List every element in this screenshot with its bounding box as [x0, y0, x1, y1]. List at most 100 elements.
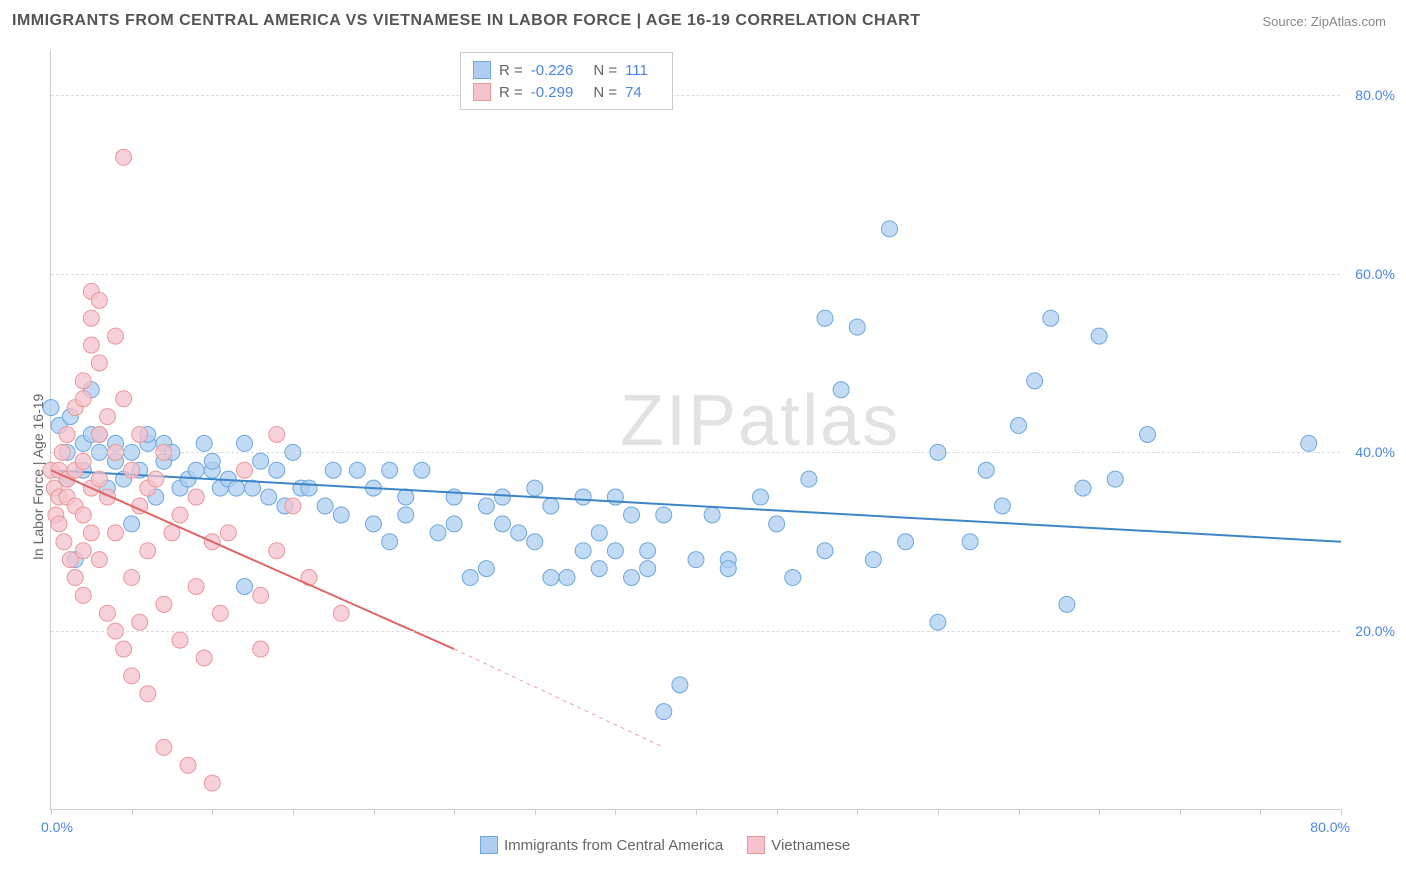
- scatter-point: [253, 453, 269, 469]
- scatter-point: [140, 543, 156, 559]
- scatter-point: [91, 355, 107, 371]
- scatter-point: [930, 614, 946, 630]
- scatter-point: [172, 507, 188, 523]
- y-tick-label: 20.0%: [1355, 623, 1395, 639]
- scatter-point: [51, 516, 67, 532]
- scatter-point: [495, 489, 511, 505]
- legend-item-2: Vietnamese: [747, 836, 850, 854]
- stats-row-series-2: R = -0.299 N = 74: [473, 81, 660, 103]
- scatter-point: [720, 561, 736, 577]
- scatter-point: [269, 462, 285, 478]
- stat-r-label: R =: [499, 62, 523, 79]
- scatter-point: [188, 462, 204, 478]
- scatter-point: [769, 516, 785, 532]
- scatter-point: [672, 677, 688, 693]
- scatter-point: [1075, 480, 1091, 496]
- scatter-point: [220, 525, 236, 541]
- x-tick: [777, 809, 778, 815]
- scatter-point: [1091, 328, 1107, 344]
- scatter-point: [398, 489, 414, 505]
- scatter-point: [172, 632, 188, 648]
- scatter-point: [527, 480, 543, 496]
- scatter-point: [511, 525, 527, 541]
- scatter-point: [366, 516, 382, 532]
- x-tick-label-right: 80.0%: [1310, 819, 1350, 835]
- x-tick: [374, 809, 375, 815]
- legend-label-2: Vietnamese: [771, 837, 850, 854]
- scatter-point: [478, 561, 494, 577]
- x-tick-label-left: 0.0%: [41, 819, 73, 835]
- y-tick-label: 60.0%: [1355, 266, 1395, 282]
- scatter-point: [59, 426, 75, 442]
- scatter-point: [124, 570, 140, 586]
- scatter-point: [132, 614, 148, 630]
- y-axis-title: In Labor Force | Age 16-19: [30, 394, 46, 560]
- scatter-point: [237, 435, 253, 451]
- scatter-point: [656, 704, 672, 720]
- scatter-point: [196, 435, 212, 451]
- scatter-point: [817, 543, 833, 559]
- y-tick-label: 40.0%: [1355, 444, 1395, 460]
- chart-title: IMMIGRANTS FROM CENTRAL AMERICA VS VIETN…: [12, 12, 920, 30]
- scatter-point: [212, 605, 228, 621]
- chart-plot-area: 20.0%40.0%60.0%80.0%0.0%80.0%: [50, 50, 1340, 810]
- scatter-point: [817, 310, 833, 326]
- scatter-point: [398, 507, 414, 523]
- stat-n-value-1: 111: [625, 62, 648, 79]
- scatter-point: [478, 498, 494, 514]
- scatter-point: [237, 462, 253, 478]
- scatter-point: [898, 534, 914, 550]
- scatter-point: [624, 507, 640, 523]
- scatter-point: [833, 382, 849, 398]
- scatter-point: [75, 391, 91, 407]
- scatter-point: [148, 471, 164, 487]
- correlation-stats-box: R = -0.226 N = 111 R = -0.299 N = 74: [460, 52, 673, 110]
- grid-line: [51, 631, 1340, 632]
- scatter-point: [116, 641, 132, 657]
- x-tick: [1341, 809, 1342, 815]
- scatter-point: [1011, 418, 1027, 434]
- scatter-point: [591, 525, 607, 541]
- scatter-point: [978, 462, 994, 478]
- scatter-point: [269, 426, 285, 442]
- scatter-point: [882, 221, 898, 237]
- scatter-point: [1059, 596, 1075, 612]
- scatter-point: [108, 525, 124, 541]
- scatter-point: [91, 471, 107, 487]
- trend-line: [51, 470, 1341, 542]
- scatter-point: [382, 534, 398, 550]
- scatter-point: [624, 570, 640, 586]
- scatter-point: [559, 570, 575, 586]
- scatter-point: [156, 596, 172, 612]
- scatter-point: [704, 507, 720, 523]
- scatter-point: [132, 426, 148, 442]
- scatter-point: [688, 552, 704, 568]
- scatter-point: [261, 489, 277, 505]
- scatter-point: [414, 462, 430, 478]
- scatter-point: [253, 641, 269, 657]
- scatter-point: [785, 570, 801, 586]
- scatter-point: [801, 471, 817, 487]
- scatter-point: [228, 480, 244, 496]
- scatter-point: [656, 507, 672, 523]
- scatter-point: [91, 292, 107, 308]
- scatter-point: [99, 605, 115, 621]
- scatter-point: [575, 543, 591, 559]
- legend-label-1: Immigrants from Central America: [504, 837, 723, 854]
- stats-row-series-1: R = -0.226 N = 111: [473, 59, 660, 81]
- scatter-point: [462, 570, 478, 586]
- scatter-point: [994, 498, 1010, 514]
- x-tick: [293, 809, 294, 815]
- stat-n-label: N =: [593, 84, 617, 101]
- scatter-point: [91, 426, 107, 442]
- scatter-point: [75, 373, 91, 389]
- scatter-point: [75, 453, 91, 469]
- legend-swatch-1: [480, 836, 498, 854]
- scatter-point: [543, 570, 559, 586]
- scatter-point: [108, 328, 124, 344]
- x-tick: [1260, 809, 1261, 815]
- x-tick: [615, 809, 616, 815]
- stat-r-value-2: -0.299: [531, 84, 574, 101]
- scatter-point: [253, 587, 269, 603]
- scatter-point: [285, 498, 301, 514]
